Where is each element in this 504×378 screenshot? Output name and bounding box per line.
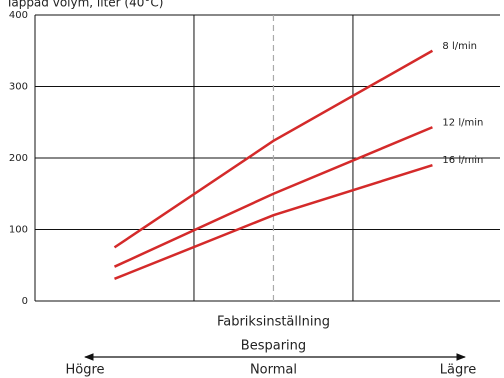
y-tick-label: 300 (9, 82, 28, 93)
series-label: 12 l/min (442, 117, 483, 128)
scale-label: Högre (65, 363, 104, 378)
series-label: 16 l/min (442, 155, 483, 166)
y-tick-label: 100 (9, 225, 28, 236)
y-tick-label: 400 (9, 10, 28, 21)
series-line (114, 163, 433, 280)
y-tick-label: 0 (22, 296, 28, 307)
y-tick-label: 200 (9, 153, 28, 164)
scale-label: Lägre (440, 363, 477, 378)
scale-title: Besparing (241, 339, 306, 354)
y-axis-label: Tappad volym, liter (40°C) (5, 0, 163, 10)
series-line (113, 126, 433, 268)
series-line (113, 49, 434, 249)
marker-label: Fabriksinställning (217, 315, 330, 330)
series-label: 8 l/min (442, 41, 477, 52)
scale-label: Normal (250, 363, 297, 378)
